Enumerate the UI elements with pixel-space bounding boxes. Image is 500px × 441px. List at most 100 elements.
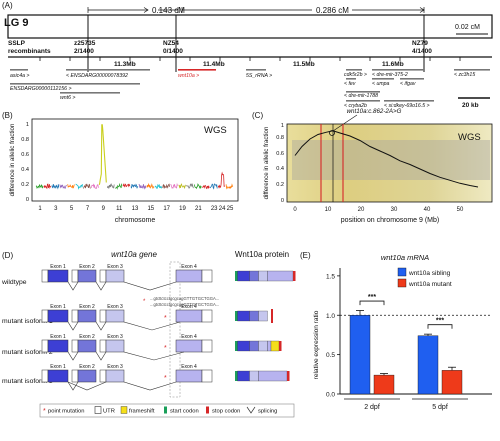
- exon-3: [105, 369, 125, 383]
- scatter-density: [292, 140, 490, 180]
- stop-codon: [271, 309, 273, 323]
- legend-point-mutation-icon: *: [43, 408, 46, 415]
- plot-c-ytick-3: 0.6: [276, 151, 284, 157]
- protein-domain: [249, 270, 259, 282]
- utr-box: [41, 339, 49, 353]
- protein-domain: [237, 270, 250, 282]
- splice-junction: [123, 381, 177, 391]
- plot-c-xtick-20: 20: [358, 207, 365, 213]
- legend-box: [39, 403, 295, 418]
- bar-wnt10a-mutant-5-dpf: [441, 370, 463, 395]
- legend-point-mutation: point mutation: [48, 409, 84, 415]
- chromosome-track-15: [146, 182, 155, 189]
- chromosome-track-17: [162, 183, 170, 189]
- category-label: 2 dpf: [364, 404, 380, 411]
- gene-cryba2b: < cryba2b: [344, 103, 367, 109]
- point-mutation-marker: *: [164, 315, 167, 322]
- splice-junction: [95, 281, 107, 291]
- plot-c-xtick-30: 30: [391, 207, 398, 213]
- exon-1: [47, 269, 69, 283]
- plot-b-yticks: 0 0.2 0.4 0.6 0.8 1: [21, 122, 29, 203]
- exon-label-1: Exon 1: [50, 364, 66, 370]
- legend-stop-codon: stop codon: [212, 409, 240, 415]
- utr-box: [99, 339, 107, 353]
- plot-b-xlabel: chromosome: [115, 217, 156, 224]
- utr-box: [201, 269, 213, 283]
- exon-label-1: Exon 1: [50, 304, 66, 310]
- scale-cm-label: 0.02 cM: [455, 24, 480, 31]
- panel-e: (E) wnt10a mRNA relative expression rati…: [300, 251, 492, 411]
- chromosome-tick-17: 17: [163, 206, 170, 212]
- utr-box: [71, 369, 79, 383]
- plot-c-ytick-4: 0.8: [276, 135, 284, 141]
- protein-domain: [267, 340, 272, 352]
- splice-junction: [123, 281, 177, 291]
- utr-box: [99, 309, 107, 323]
- chromosome-track-5: [67, 184, 75, 189]
- y-tick-label: 0.0: [326, 392, 335, 399]
- splice-junction: [123, 321, 181, 331]
- chromosome-tick-3: 3: [54, 206, 58, 212]
- chromosome-track-10: [106, 183, 115, 189]
- distance-label-1: 0.143 cM: [152, 6, 185, 15]
- point-mutation-marker: *: [164, 345, 167, 352]
- legend-stop-codon-icon: [206, 406, 209, 414]
- legend-frameshift: frameshift: [129, 409, 155, 415]
- start-codon: [235, 271, 238, 281]
- exon-3: [105, 339, 125, 353]
- plot-c-ytick-5: 1: [281, 123, 284, 129]
- chromosome-track-16: [154, 183, 163, 189]
- gene-fev: < fev: [344, 81, 356, 87]
- chromosome-track-1: [35, 184, 44, 189]
- panel-c-tag: WGS: [458, 132, 481, 143]
- plot-c-xtick-0: 0: [293, 207, 297, 213]
- panel-d-label: (D): [2, 251, 13, 260]
- chromosome-track-6: [75, 183, 83, 190]
- bar-chart-ylabel: relative expression ratio: [313, 310, 320, 379]
- exon-4: [175, 369, 203, 383]
- bar-chart-title: wnt10a mRNA: [381, 253, 429, 262]
- utr-box: [201, 369, 213, 383]
- marker-name-nz79: NZ79: [412, 40, 428, 47]
- exon-1: [47, 309, 69, 323]
- distance-label-2: 0.286 cM: [316, 6, 349, 15]
- significance-label: ***: [368, 294, 376, 301]
- panel-c: (C) WGS wnt10a:c.862-2A>G 0 0.2 0.4 0.6 …: [252, 108, 493, 224]
- exon-label-2: Exon 2: [79, 334, 95, 340]
- protein-domain: [258, 370, 288, 382]
- chromosome-tick-23: 23: [211, 206, 218, 212]
- exon-label-4: Exon 4: [181, 334, 197, 340]
- gene-ensdarg-78392: < ENSDARG00000078392: [66, 73, 128, 79]
- utr-box: [99, 269, 107, 283]
- splice-junction: [95, 351, 107, 361]
- exon-4: [175, 269, 203, 283]
- chromosome-track-13: [130, 183, 139, 189]
- legend-label: wnt10a sibling: [408, 270, 451, 277]
- gene-dre-mir-375-2: < dre-mir-375-2: [372, 72, 408, 78]
- plot-c-xtick-40: 40: [424, 207, 431, 213]
- sslp-title: SSLP: [8, 40, 26, 47]
- marker-recomb-nz79: 4/1400: [412, 48, 432, 55]
- plot-c-frame: [286, 123, 493, 203]
- marker-name-z25735: z25735: [74, 40, 96, 47]
- exon-label-3: Exon 3: [107, 304, 123, 310]
- exon-label-4: Exon 4: [181, 304, 197, 310]
- chromosome-tick-13: 13: [132, 206, 139, 212]
- chromosome-tick-1: 1: [38, 206, 42, 212]
- legend-swatch: [397, 267, 407, 277]
- panel-b: (B) WGS 0 0.2 0.4 0.6 0.8 1 difference i…: [2, 111, 239, 224]
- y-tick-label: 1.0: [326, 313, 335, 320]
- chromosome-track-3: [51, 184, 60, 190]
- splice-junction: [67, 351, 79, 361]
- exon-label-4: Exon 4: [181, 264, 197, 270]
- protein-domain: [258, 270, 268, 282]
- loess-curve: [294, 130, 479, 188]
- start-codon: [235, 341, 238, 351]
- significance-bracket: [359, 300, 385, 306]
- gene-structure-title: wnt10a gene: [111, 250, 157, 259]
- chromosome-tracks: [35, 124, 234, 190]
- legend-swatch: [397, 278, 407, 288]
- chromosome-track-24: [217, 171, 226, 189]
- protein-domain: [249, 340, 259, 352]
